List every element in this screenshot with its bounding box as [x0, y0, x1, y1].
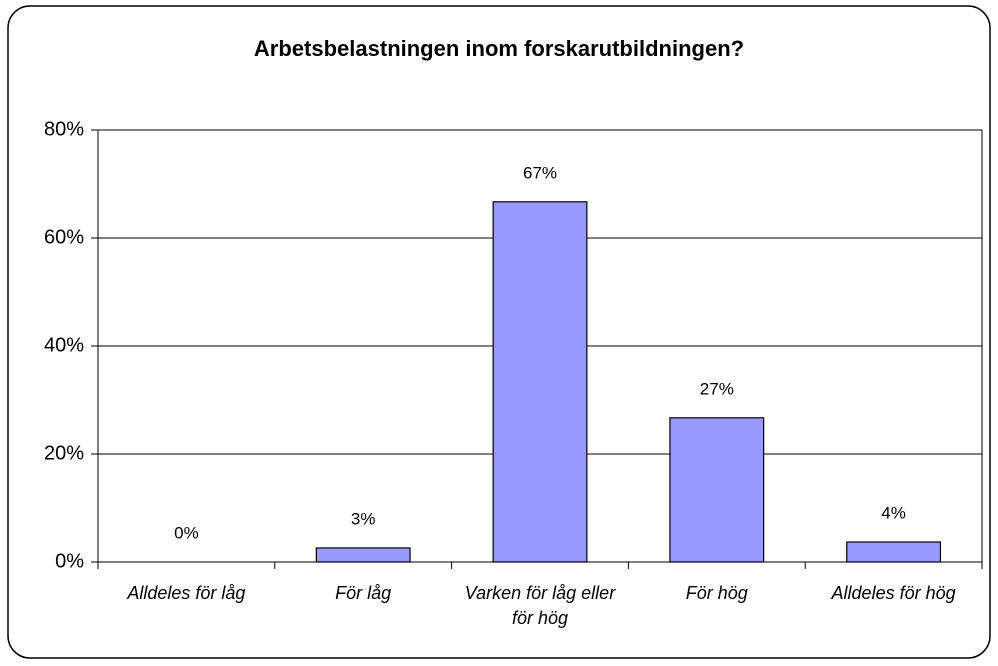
x-tick-label: Varken för låg eller för hög: [464, 583, 616, 628]
x-tick-label: Alldeles för låg: [127, 583, 246, 603]
data-label: 0%: [174, 523, 199, 542]
data-label: 4%: [881, 504, 906, 523]
chart-title: Arbetsbelastningen inom forskarutbildnin…: [254, 36, 744, 61]
x-tick-label: Alldeles för hög: [831, 583, 956, 603]
data-label: 3%: [351, 509, 376, 528]
data-label: 67%: [523, 163, 557, 182]
bar: [492, 201, 588, 563]
x-tick-label: För hög: [685, 583, 748, 603]
bar: [315, 547, 411, 563]
data-label: 27%: [700, 379, 734, 398]
y-tick-label: 60%: [44, 226, 84, 248]
y-tick-label: 80%: [44, 118, 84, 140]
x-tick-label: För låg: [335, 583, 392, 603]
bar: [846, 541, 942, 563]
y-tick-label: 20%: [44, 442, 84, 464]
y-tick-label: 40%: [44, 334, 84, 356]
bar: [669, 417, 765, 563]
y-tick-label: 0%: [55, 550, 84, 572]
